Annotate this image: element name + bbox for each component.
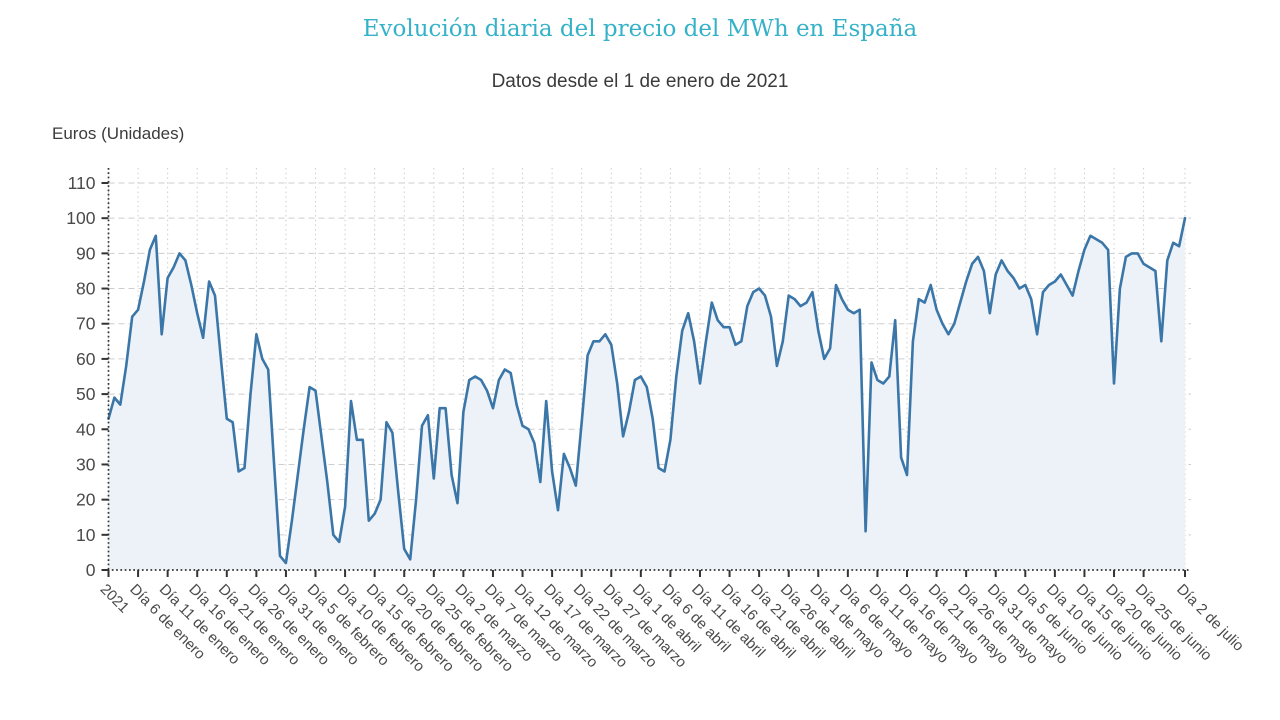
axes — [107, 168, 1190, 571]
y-tick-label: 20 — [76, 490, 96, 510]
y-tick-label: 40 — [76, 419, 96, 439]
chart-subtitle: Datos desde el 1 de enero de 2021 — [491, 71, 789, 92]
y-tick-label: 30 — [76, 454, 96, 474]
y-tick-label: 90 — [76, 243, 96, 263]
y-tick-label: 60 — [76, 349, 96, 369]
y-tick-label: 100 — [66, 208, 95, 228]
price-area-fill — [108, 218, 1185, 570]
y-tick-label: 80 — [76, 279, 96, 299]
x-tick-label: 2021 — [97, 581, 133, 617]
y-tick-label: 70 — [76, 314, 96, 334]
y-tick-label: 50 — [76, 384, 96, 404]
y-axis-title: Euros (Unidades) — [52, 124, 185, 143]
y-tick-label: 10 — [76, 525, 96, 545]
y-tick-label: 0 — [86, 560, 96, 580]
chart-title: Evolución diaria del precio del MWh en E… — [362, 16, 918, 42]
y-tick-labels: 0 10 20 30 40 50 60 70 80 90 100 110 — [66, 173, 109, 580]
price-line — [107, 216, 1187, 565]
y-tick-label: 110 — [68, 173, 96, 193]
